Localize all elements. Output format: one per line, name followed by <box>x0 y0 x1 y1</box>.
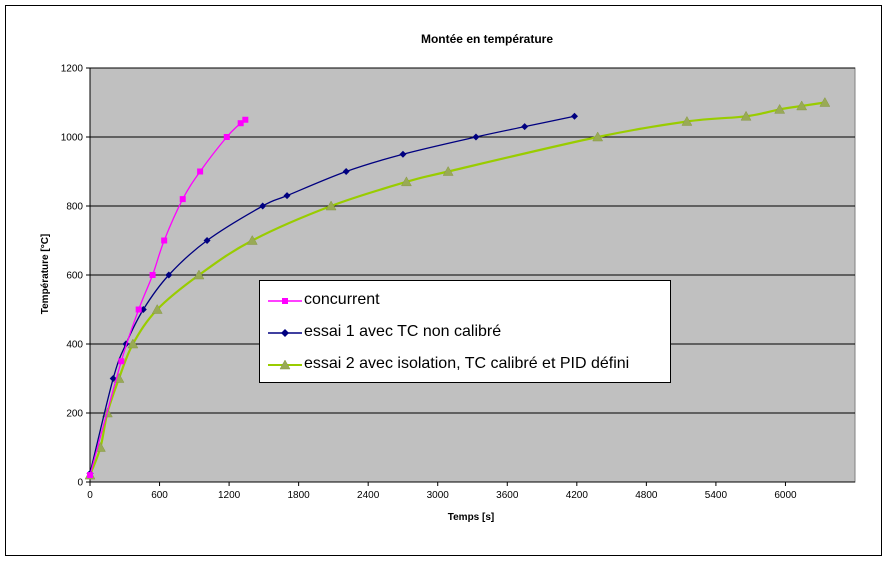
data-point-0-6 <box>197 168 204 175</box>
data-point-2-5 <box>151 303 163 314</box>
data-point-1-11 <box>521 123 529 131</box>
x-tick-label-3600: 3600 <box>496 490 519 501</box>
data-point-2-7 <box>246 234 258 245</box>
y-tick-label-200: 200 <box>66 409 83 420</box>
series-1 <box>86 112 578 477</box>
y-tick-label-0: 0 <box>77 478 83 489</box>
data-point-0-8 <box>237 120 244 127</box>
data-point-1-8 <box>342 168 350 175</box>
legend-label: essai 2 avec isolation, TC calibré et PI… <box>304 355 630 372</box>
y-tick-label-1200: 1200 <box>61 64 84 75</box>
x-tick-label-1800: 1800 <box>288 490 311 501</box>
y-axis-title: Température [°C] <box>40 234 51 315</box>
chart-svg: Montée en température 0 200 400 600 800 1000 1… <box>40 32 856 523</box>
x-tick-label-3000: 3000 <box>427 490 450 501</box>
y-tick-label-800: 800 <box>66 202 83 213</box>
data-point-0-5 <box>179 196 186 203</box>
x-tick-label-4200: 4200 <box>566 490 589 501</box>
series-line-0 <box>89 119 246 476</box>
y-tick-label-1000: 1000 <box>61 133 84 144</box>
data-point-0-1 <box>118 358 125 365</box>
series-layer <box>84 96 831 480</box>
data-point-2-4 <box>127 338 139 349</box>
x-tick-label-1200: 1200 <box>218 490 241 501</box>
legend-label: essai 1 avec TC non calibré <box>304 323 502 340</box>
legend-swatch-essai-1 <box>268 329 302 337</box>
x-tick-labels: 0 600 1200 1800 2400 3000 3600 4200 4800 5400 6000 <box>87 490 797 501</box>
data-point-1-5 <box>203 237 211 244</box>
x-tick-label-0: 0 <box>87 490 93 501</box>
data-point-1-4 <box>165 271 173 279</box>
x-tick-label-600: 600 <box>151 490 168 501</box>
data-point-2-13 <box>740 110 752 121</box>
x-tick-label-2400: 2400 <box>357 490 380 501</box>
data-point-2-10 <box>442 165 454 176</box>
data-point-0-9 <box>242 116 249 123</box>
data-point-2-14 <box>774 103 786 114</box>
legend-item-essai-2: essai 2 avec isolation, TC calibré et PI… <box>260 353 670 377</box>
data-point-2-12 <box>681 115 693 126</box>
data-point-2-6 <box>193 269 205 280</box>
gridlines <box>90 67 855 414</box>
legend-item-concurrent: concurrent <box>260 289 670 313</box>
data-point-0-4 <box>161 237 168 244</box>
chart-frame: Montée en température 0 200 400 600 800 1000 1… <box>5 5 882 556</box>
legend-label: concurrent <box>304 291 380 308</box>
data-point-1-9 <box>399 150 407 158</box>
legend: concurrent essai 1 avec TC non calibré e… <box>259 280 671 383</box>
series-0 <box>87 116 249 479</box>
data-point-0-2 <box>135 306 142 313</box>
y-tick-labels: 0 200 400 600 800 1000 1200 <box>61 64 84 489</box>
y-tick-label-400: 400 <box>66 340 83 351</box>
data-point-1-10 <box>472 133 480 141</box>
data-point-2-9 <box>401 176 412 187</box>
chart-title: Montée en température <box>421 32 553 46</box>
data-point-0-0 <box>87 472 93 479</box>
data-point-0-3 <box>149 272 156 278</box>
data-point-2-8 <box>325 200 337 211</box>
x-axis-title: Temps [s] <box>448 512 495 523</box>
data-point-2-15 <box>796 100 808 111</box>
data-point-2-11 <box>592 131 604 142</box>
data-point-1-6 <box>259 202 267 210</box>
axes <box>86 67 855 486</box>
legend-swatch-essai-2 <box>268 359 302 370</box>
data-point-1-7 <box>283 192 291 200</box>
y-tick-label-600: 600 <box>66 271 83 282</box>
data-point-1-12 <box>571 112 578 120</box>
x-tick-label-5400: 5400 <box>705 490 728 501</box>
data-point-2-16 <box>819 96 831 107</box>
legend-swatch-concurrent <box>268 298 302 304</box>
x-tick-label-4800: 4800 <box>635 490 658 501</box>
x-tick-label-6000: 6000 <box>774 490 797 501</box>
data-point-0-7 <box>223 134 230 140</box>
data-point-1-1 <box>109 375 117 382</box>
legend-item-essai-1: essai 1 avec TC non calibré <box>260 321 670 345</box>
